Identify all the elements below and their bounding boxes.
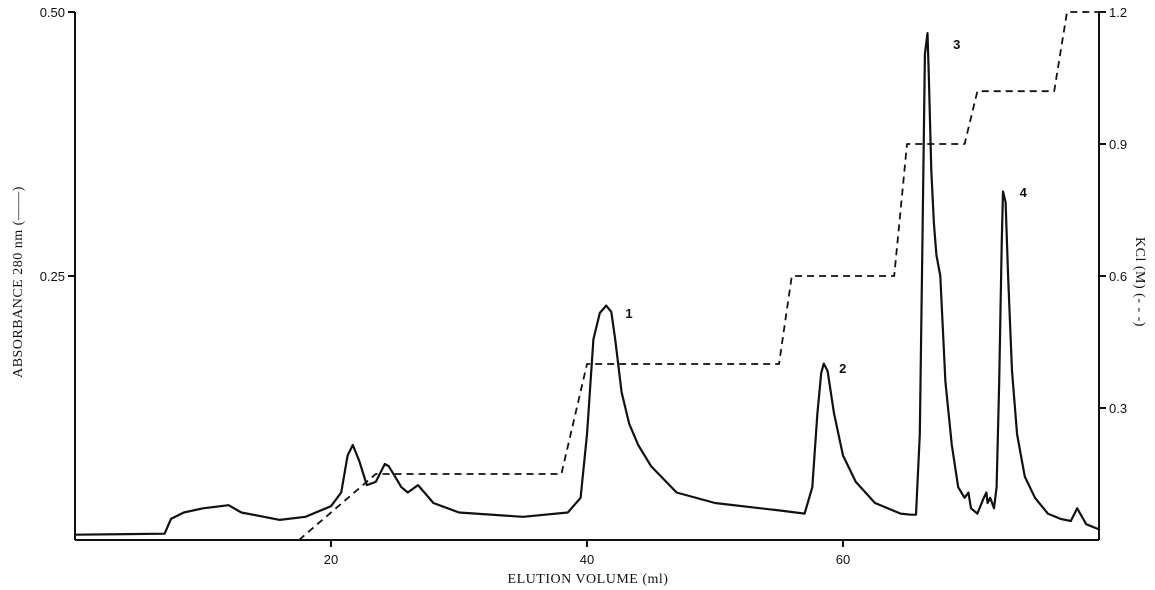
absorbance-line xyxy=(74,31,1100,536)
y-axis-title-right: KCl (M) (- - -) xyxy=(1132,237,1147,327)
peak-label: 4 xyxy=(1020,185,1028,200)
x-tick-label: 40 xyxy=(580,552,594,567)
y-axis-title-left: ABSORBANCE 280 nm (——) xyxy=(11,186,26,378)
y-right-tick-label: 0.6 xyxy=(1109,269,1127,284)
y-right-tick-label: 0.9 xyxy=(1109,137,1127,152)
x-tick-label: 20 xyxy=(324,552,338,567)
series xyxy=(74,11,1100,541)
ticks: 20 40 60 0.25 0.50 0.3 0.6 0.9 1.2 xyxy=(40,5,1127,567)
x-axis-title: ELUTION VOLUME (ml) xyxy=(508,572,669,587)
y-left-tick-label: 0.25 xyxy=(40,269,65,284)
axes xyxy=(74,12,1100,541)
y-left-tick-label: 0.50 xyxy=(40,5,65,20)
peak-label: 3 xyxy=(953,37,960,52)
kcl-gradient-line xyxy=(298,11,1099,541)
y-right-tick-label: 0.3 xyxy=(1109,401,1127,416)
annotations: 1 2 3 4 xyxy=(625,37,1027,376)
peak-label: 1 xyxy=(625,306,632,321)
peak-label: 2 xyxy=(839,361,846,376)
x-tick-label: 60 xyxy=(836,552,850,567)
y-right-tick-label: 1.2 xyxy=(1109,5,1127,20)
